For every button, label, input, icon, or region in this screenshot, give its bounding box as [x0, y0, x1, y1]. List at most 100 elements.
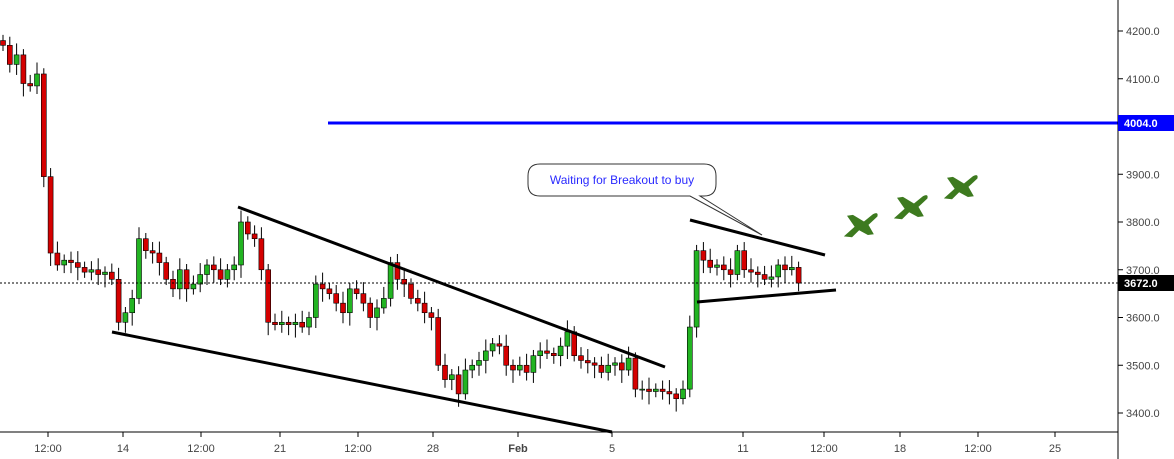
candle — [136, 227, 142, 305]
candle — [204, 259, 210, 286]
candle — [68, 251, 74, 274]
candle-body — [340, 302, 346, 314]
candle-body — [7, 45, 13, 65]
candle — [81, 261, 88, 278]
candle-body — [754, 271, 761, 275]
candle-body — [707, 259, 714, 268]
candle-body — [680, 388, 686, 399]
candle-body — [163, 262, 169, 280]
candle — [211, 256, 217, 283]
candle — [333, 285, 340, 312]
candle — [537, 342, 544, 369]
candle-body — [537, 350, 544, 356]
candle — [394, 253, 401, 290]
candle — [380, 286, 387, 314]
candle-body — [13, 54, 20, 65]
candle-body — [768, 276, 775, 280]
candle-body — [245, 221, 251, 235]
candle-body — [122, 312, 129, 323]
fighter-jet-icon — [843, 213, 878, 238]
candle — [245, 216, 251, 240]
candle — [686, 315, 693, 398]
candle-body — [591, 362, 598, 366]
candle-body — [156, 252, 163, 263]
candle-body — [197, 274, 203, 285]
candle-body — [612, 362, 618, 366]
candle-body — [564, 331, 571, 347]
candle-body — [625, 357, 632, 371]
candle-body — [523, 364, 530, 373]
candle-body — [0, 40, 6, 46]
candle-body — [170, 278, 176, 290]
candle — [625, 346, 632, 376]
candle-body — [795, 267, 802, 284]
candle-body — [109, 271, 115, 280]
y-tick-label: 3900.0 — [1126, 169, 1160, 181]
candle — [143, 232, 149, 259]
candle — [652, 383, 659, 398]
candle-body — [231, 264, 237, 271]
candle — [129, 289, 135, 326]
candle — [217, 258, 224, 286]
x-tick-label: Feb — [508, 443, 528, 455]
candle-body — [455, 374, 462, 395]
candle — [788, 255, 795, 276]
candle-body — [27, 83, 34, 87]
candle — [122, 306, 129, 333]
candle-body — [374, 307, 380, 318]
candle — [782, 256, 788, 283]
candle-body — [190, 283, 197, 290]
candle — [476, 351, 482, 376]
candle-body — [428, 312, 435, 318]
candle-body — [482, 350, 489, 361]
candle-body — [306, 317, 312, 328]
candle — [163, 256, 169, 286]
candle — [421, 291, 428, 324]
candle-body — [265, 269, 272, 323]
candle-body — [251, 233, 258, 240]
candle-body — [272, 321, 278, 325]
candle — [346, 283, 353, 326]
candle — [754, 266, 761, 288]
candle-body — [47, 176, 54, 254]
y-tick-label: 3800.0 — [1126, 217, 1160, 229]
candle — [591, 357, 598, 379]
candle-body — [346, 288, 353, 314]
candle — [414, 289, 421, 312]
candle — [13, 43, 20, 75]
candle-body — [720, 264, 727, 271]
candle — [462, 358, 469, 400]
candle-body — [68, 259, 74, 263]
candle — [768, 265, 775, 288]
candle-body — [258, 238, 265, 271]
y-tick-label: 3600.0 — [1126, 313, 1160, 325]
candle — [149, 242, 156, 264]
candle-body — [319, 283, 326, 290]
triangle-upper-trendline — [689, 218, 826, 257]
candle — [285, 316, 292, 336]
candle-body — [516, 364, 523, 371]
level-price-badge — [1118, 115, 1174, 131]
candle — [761, 265, 768, 286]
x-tick-label: 25 — [1049, 443, 1061, 455]
candle — [428, 306, 435, 331]
candle — [88, 261, 95, 281]
candle — [170, 270, 176, 297]
candle-body — [462, 369, 469, 395]
candle — [727, 258, 734, 288]
candle — [523, 353, 530, 381]
candle — [516, 356, 523, 376]
candle-body — [632, 357, 639, 390]
candle — [741, 242, 748, 278]
candle — [102, 266, 108, 288]
candle — [183, 264, 190, 302]
fighter-jet-icon — [943, 175, 978, 200]
y-axis: 4200.0 4100.0 3900.0 3800.0 3700.0 3600.0 3500… — [1118, 26, 1160, 420]
candle-body — [530, 355, 537, 373]
x-tick-label: 21 — [274, 443, 286, 455]
candle — [435, 308, 442, 371]
candle — [40, 68, 47, 188]
y-tick-label: 4100.0 — [1126, 74, 1160, 86]
